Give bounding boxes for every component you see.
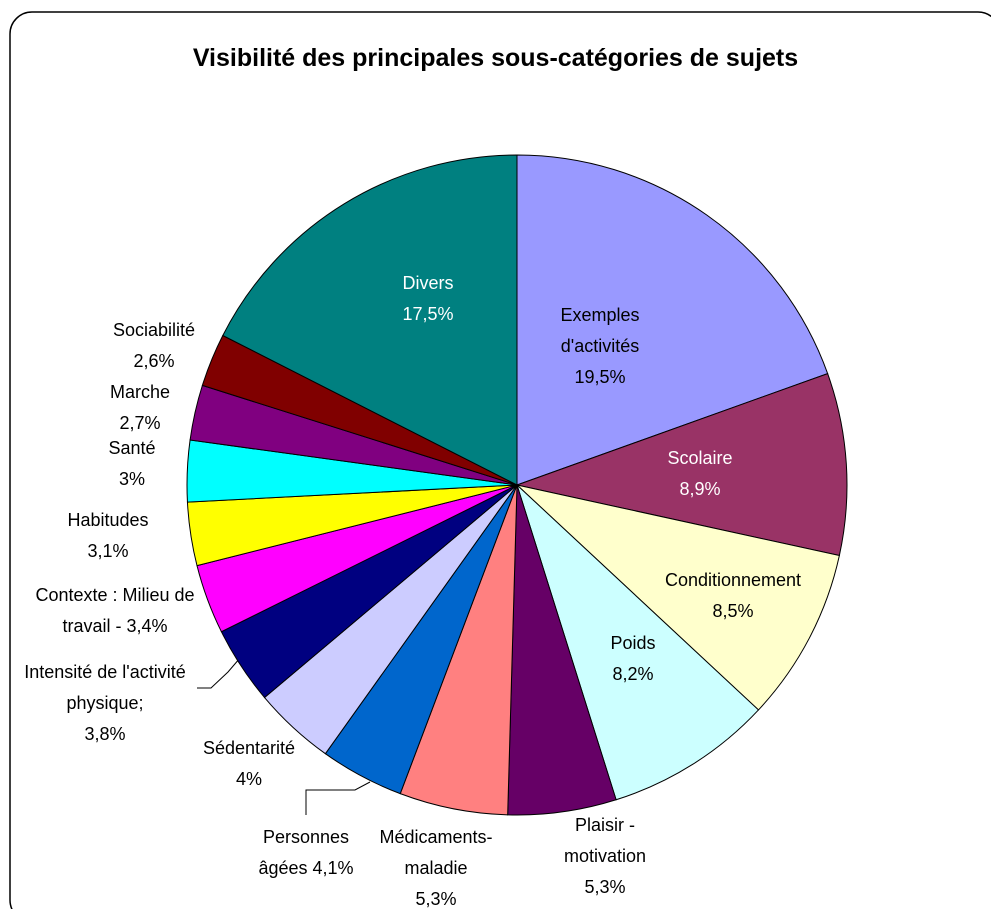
slice-value: 19,5% <box>574 367 626 387</box>
slice-name: Intensité de l'activité physique; <box>24 662 186 713</box>
slice-label: Scolaire 8,9% <box>640 443 760 505</box>
pie-slice <box>222 154 518 486</box>
slice-value: 3% <box>118 469 145 489</box>
slice-name: Marche <box>109 382 171 402</box>
slice-value: 4% <box>235 769 262 789</box>
slice-label: Poids 8,2% <box>583 628 683 690</box>
slice-name: Poids <box>610 633 656 653</box>
slice-label: Médicaments-maladie 5,3% <box>369 822 504 909</box>
slice-value: 3,1% <box>87 541 129 561</box>
slice-name: Personnes âgées <box>258 827 350 878</box>
slice-label: Habitudes 3,1% <box>48 505 168 567</box>
slice-name: Habitudes <box>67 510 149 530</box>
leader-line <box>197 657 241 689</box>
slice-label: Intensité de l'activité physique; 3,8% <box>16 657 194 750</box>
slice-value: 2,7% <box>119 413 161 433</box>
slice-name: Conditionnement <box>664 570 802 590</box>
slice-name: Sédentarité <box>202 738 296 758</box>
slice-label: Conditionnement 8,5% <box>648 565 818 627</box>
slice-name: Santé <box>108 438 156 458</box>
slice-label: Sociabilité 2,6% <box>99 315 209 377</box>
slice-name: Sociabilité <box>112 320 196 340</box>
slice-value: 3,8% <box>84 724 126 744</box>
slice-value: 5,3% <box>415 889 457 909</box>
slice-value: 3,4% <box>126 616 168 636</box>
chart-title: Visibilité des principales sous-catégori… <box>192 44 799 72</box>
slice-value: 17,5% <box>402 304 454 324</box>
pie-slice <box>516 154 829 486</box>
slice-label: Marche 2,7% <box>90 377 190 439</box>
pie-slice <box>515 372 848 557</box>
slice-value: 2,6% <box>133 351 175 371</box>
slice-label: Plaisir - motivation 5,3% <box>550 810 660 903</box>
slice-name: Contexte : Milieu de travail - <box>35 585 195 636</box>
slice-name: Exemples d'activités <box>560 305 640 356</box>
slice-value: 8,2% <box>612 664 654 684</box>
slice-name: Plaisir - motivation <box>563 815 647 866</box>
pie-slice <box>515 484 840 711</box>
leader-line <box>305 781 371 815</box>
slice-name: Médicaments-maladie <box>379 827 493 878</box>
slice-label: Divers 17,5% <box>378 268 478 330</box>
pie-slice <box>515 483 760 801</box>
slice-value: 5,3% <box>584 877 626 897</box>
slice-name: Divers <box>402 273 454 293</box>
slice-value: 4,1% <box>312 858 354 878</box>
slice-value: 8,5% <box>712 601 754 621</box>
slice-label: Exemples d'activités 19,5% <box>545 300 655 393</box>
slice-label: Contexte : Milieu de travail - 3,4% <box>18 580 213 642</box>
slice-label: Santé 3% <box>82 433 182 495</box>
slice-label: Personnes âgées 4,1% <box>245 822 367 884</box>
slice-label: Sédentarité 4% <box>189 733 309 795</box>
slice-name: Scolaire <box>667 448 733 468</box>
slice-value: 8,9% <box>679 479 721 499</box>
